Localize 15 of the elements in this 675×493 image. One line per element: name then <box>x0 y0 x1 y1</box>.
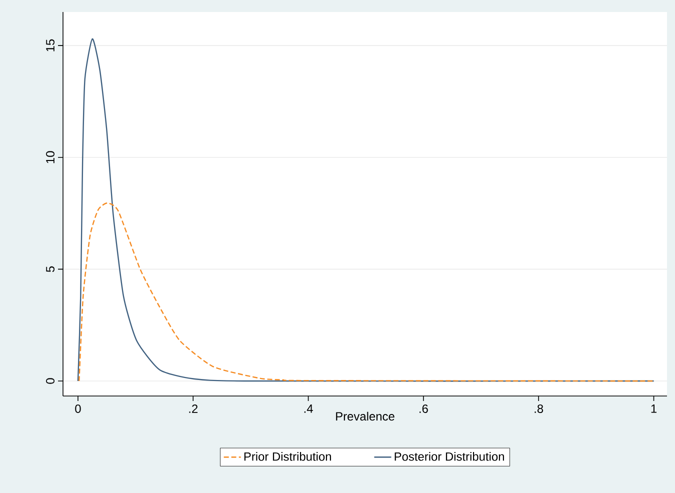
legend-label: Posterior Distribution <box>394 452 504 461</box>
x-tick-label: 0 <box>75 404 81 413</box>
line-series <box>78 202 654 382</box>
x-tick-label: .6 <box>420 404 428 413</box>
y-tick-label: 5 <box>46 266 54 272</box>
x-tick-label: .2 <box>189 404 198 413</box>
x-tick-label: .4 <box>304 404 313 413</box>
line-series <box>77 38 654 382</box>
y-tick-label: 0 <box>46 378 54 384</box>
legend-label: Prior Distribution <box>244 452 331 461</box>
x-axis-title: Prevalence <box>336 412 394 421</box>
y-tick-label: 10 <box>46 151 54 164</box>
x-tick-label: 1 <box>651 404 656 413</box>
y-tick-label: 15 <box>46 39 54 52</box>
x-tick-label: .8 <box>534 404 544 413</box>
